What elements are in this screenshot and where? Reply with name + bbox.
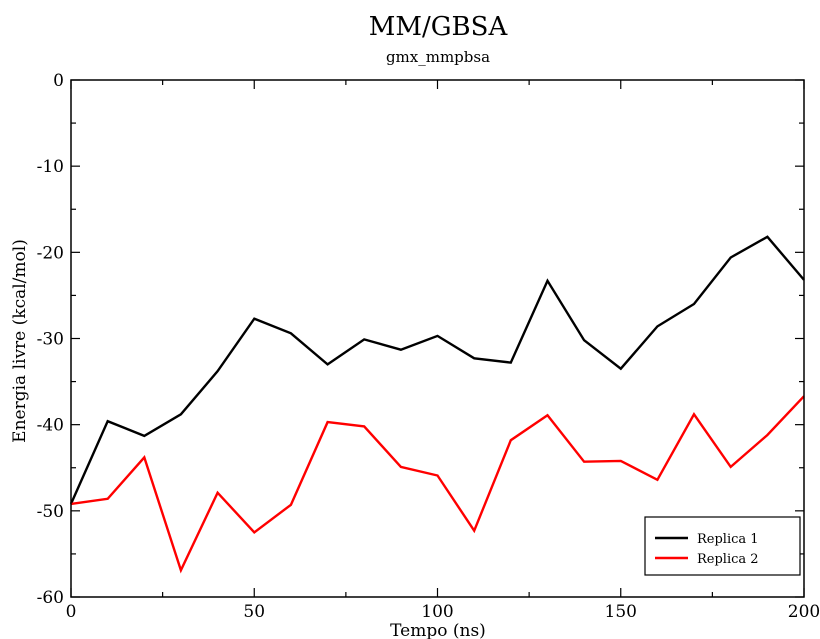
- y-tick-label: -60: [37, 588, 64, 608]
- plot-frame: [70, 79, 805, 598]
- series-line-2: [70, 395, 805, 574]
- x-tick-label: 0: [66, 602, 77, 622]
- series-line-1: [69, 235, 805, 505]
- y-tick-label: -20: [37, 243, 64, 263]
- y-tick-label: -50: [37, 502, 64, 522]
- legend-label-1: Replica 1: [697, 532, 759, 547]
- x-tick-label: 100: [421, 602, 453, 622]
- y-axis-label: Energia livre (kcal/mol): [10, 239, 30, 443]
- x-axis-label: Tempo (ns): [390, 621, 486, 639]
- y-tick-label: -40: [37, 416, 64, 436]
- chart-title: MM/GBSA: [369, 12, 509, 42]
- x-tick-label: 50: [243, 602, 265, 622]
- y-tick-label: -10: [37, 157, 64, 177]
- series-lines: [69, 235, 805, 574]
- x-tick-label: 200: [788, 602, 820, 622]
- x-tick-label: 150: [605, 602, 637, 622]
- legend-box: [644, 516, 801, 576]
- chart-subtitle: gmx_mmpbsa: [386, 48, 490, 66]
- legend-label-2: Replica 2: [697, 552, 759, 567]
- y-tick-label: -30: [37, 330, 64, 350]
- legend: Replica 1 Replica 2: [644, 516, 801, 576]
- axis-tick-labels: 0 50 100 150 200 0 -10 -20 -30 -40 -50 -60: [37, 71, 820, 622]
- y-tick-label: 0: [53, 71, 64, 91]
